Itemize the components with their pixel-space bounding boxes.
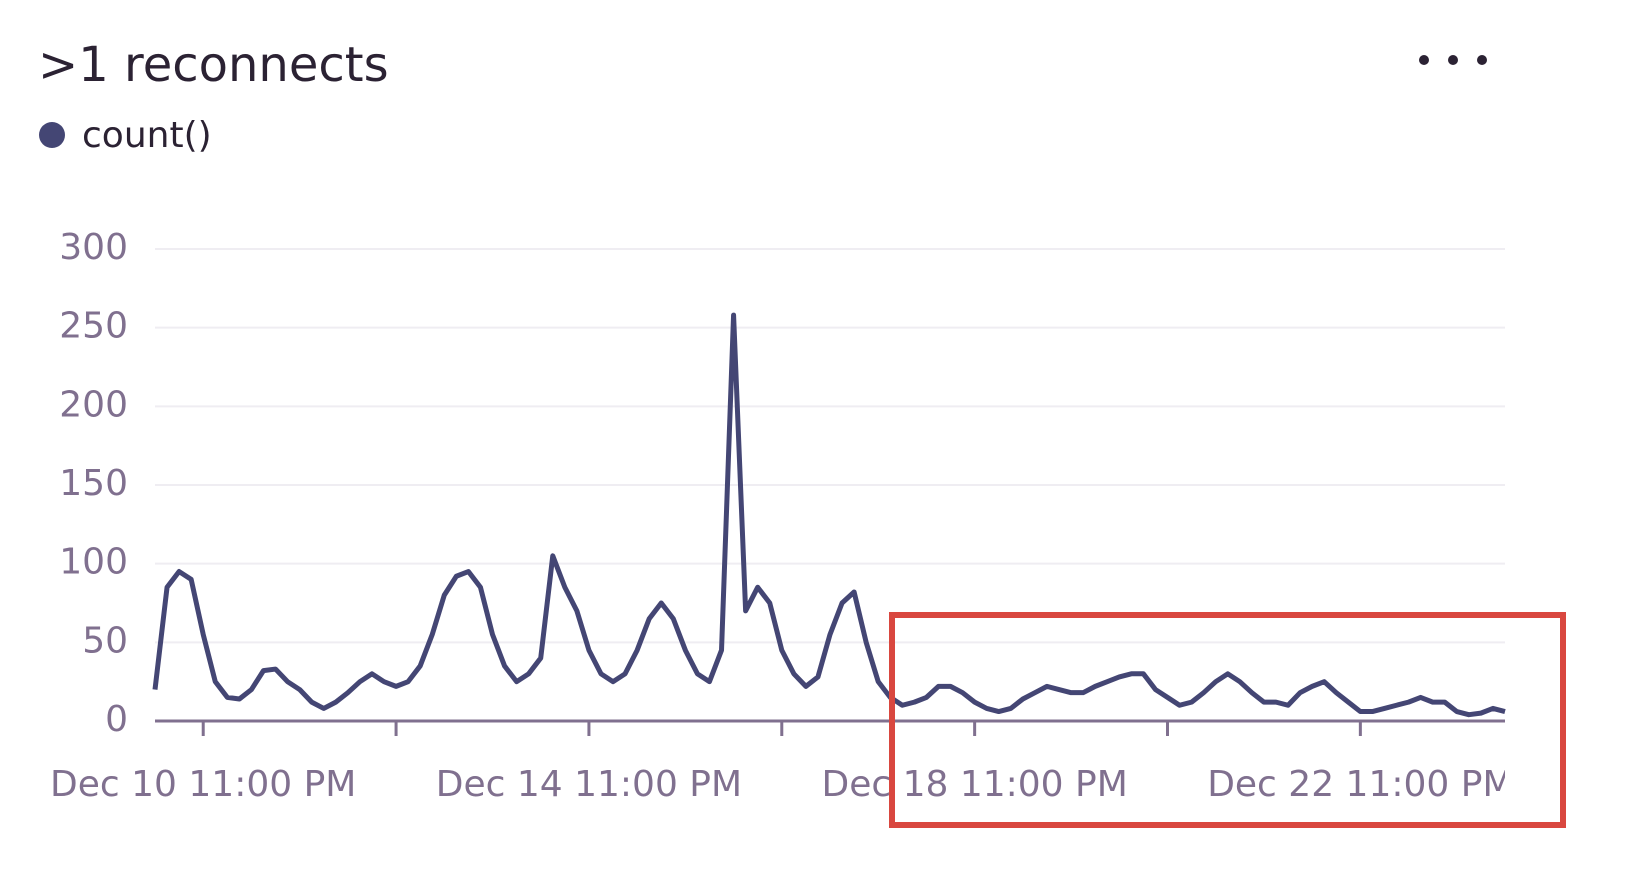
highlight-box — [889, 612, 1566, 828]
menu-icon[interactable] — [1419, 55, 1487, 65]
y-tick-label: 300 — [59, 227, 128, 268]
y-tick-label: 100 — [59, 542, 128, 583]
x-tick-label: Dec 14 11:00 PM — [436, 764, 742, 805]
y-tick-label: 200 — [59, 384, 128, 425]
data-line — [152, 312, 1506, 718]
dot — [1419, 55, 1429, 65]
y-tick-label: 0 — [105, 699, 128, 740]
dot — [1477, 55, 1487, 65]
chart-title: >1 reconnects — [38, 37, 389, 93]
legend-marker — [39, 122, 65, 148]
x-tick-label: Dec 18 11:00 PM — [821, 764, 1127, 805]
x-tick-label: Dec 10 11:00 PM — [50, 764, 356, 805]
legend-label: count() — [82, 115, 212, 156]
y-tick-label: 50 — [82, 620, 128, 661]
y-tick-label: 150 — [59, 463, 128, 504]
x-tick-label: Dec 22 11:00 PM — [1207, 764, 1513, 805]
dot — [1448, 55, 1458, 65]
y-tick-label: 250 — [59, 306, 128, 347]
